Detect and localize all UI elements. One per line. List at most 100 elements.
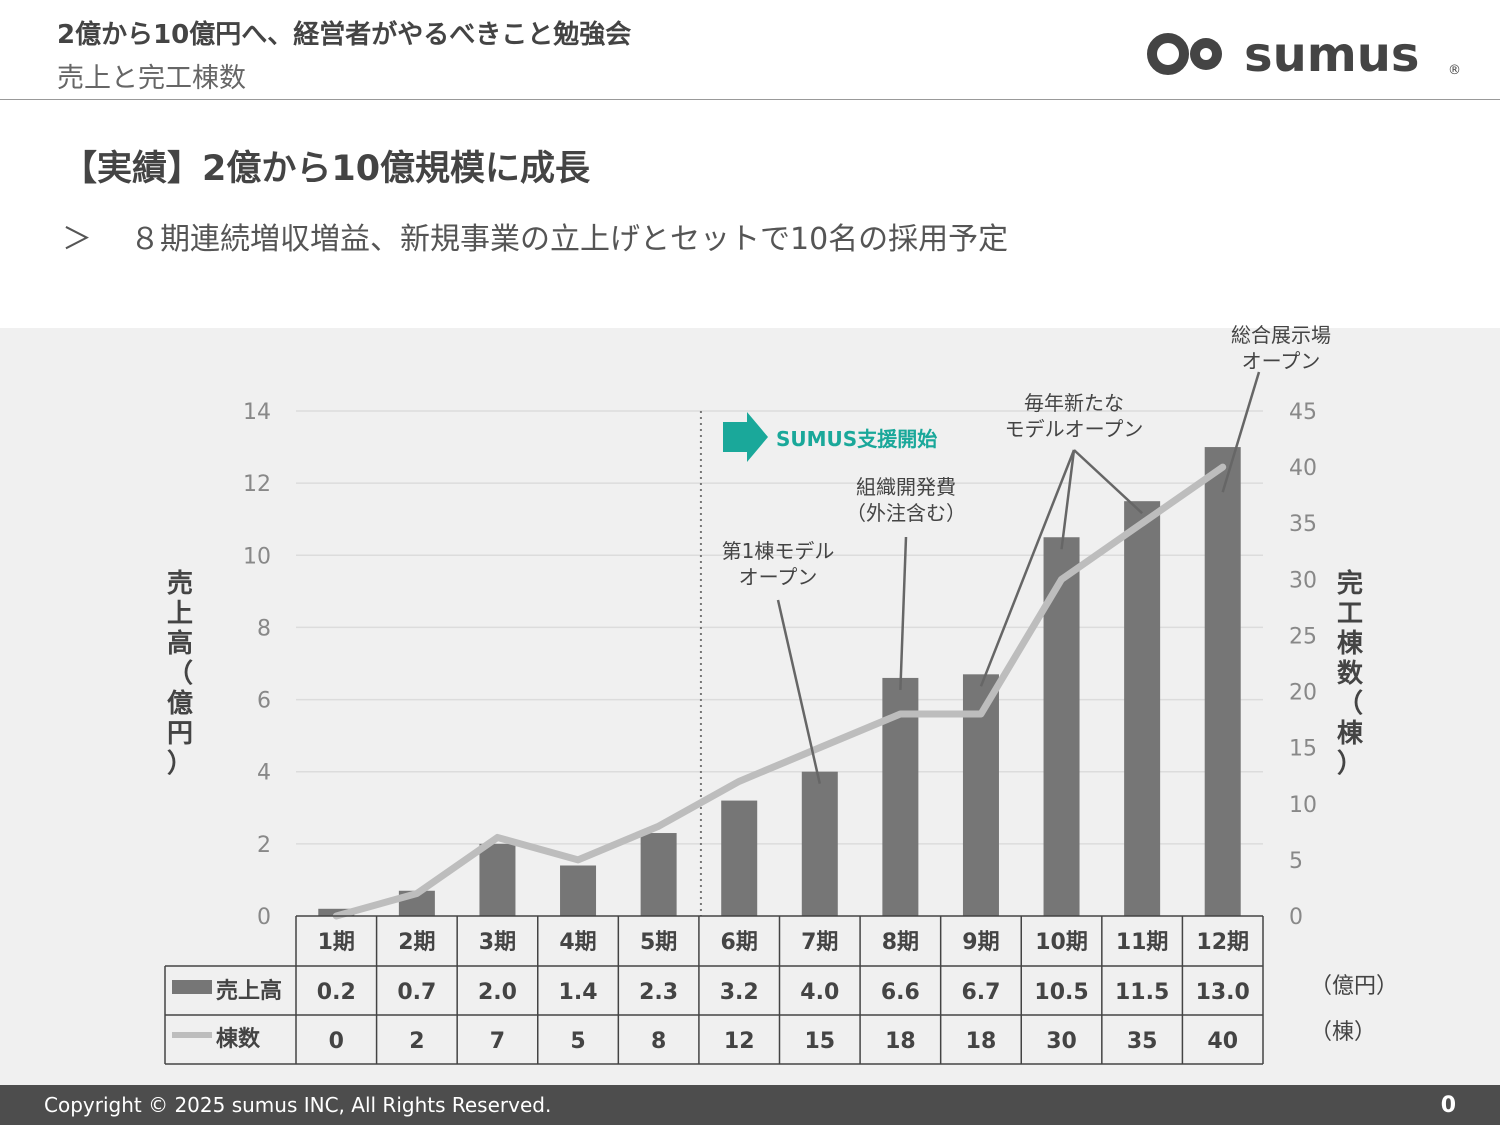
completion-value-label: 0: [329, 1029, 344, 1054]
bar-3期: [479, 843, 516, 916]
completion-value-label: 15: [804, 1029, 835, 1054]
bullet-line: ＞ ８期連続増収増益、新規事業の立上げとセットで10名の採用予定: [62, 214, 1008, 258]
footer-bar: Copyright © 2025 sumus INC, All Rights R…: [0, 1085, 1500, 1125]
line-point-11期: [1141, 522, 1144, 525]
line-series-completions: [332, 463, 1227, 920]
bar-7期: [801, 771, 838, 916]
sales-value-label: 4.0: [800, 980, 839, 1005]
left-axis-title: 円: [167, 719, 193, 749]
left-axis-tick-label: 0: [257, 905, 271, 930]
annotation-text: 第1棟モデル: [722, 539, 835, 563]
category-label: 4期: [559, 930, 596, 955]
line-point-7期: [818, 746, 821, 749]
annotation-leader-line: [776, 599, 822, 784]
bullet-text: ８期連続増収増益、新規事業の立上げとセットで10名の採用予定: [130, 222, 1009, 257]
sales-value-label: 1.4: [559, 980, 598, 1005]
left-axis-tick-label: 12: [243, 472, 271, 497]
left-axis-tick-label: 14: [243, 400, 271, 425]
category-label: 11期: [1116, 930, 1169, 955]
support-arrow-icon: [723, 412, 768, 462]
annotation-text: （外注含む）: [846, 501, 966, 525]
annotation-text: 総合展示場: [1231, 323, 1331, 347]
bar-12期: [1204, 447, 1241, 916]
left-axis-tick-label: 6: [257, 689, 271, 714]
category-label: 9期: [962, 930, 999, 955]
right-axis-tick-label: 15: [1289, 737, 1317, 762]
category-label: 2期: [398, 930, 435, 955]
completion-value-label: 40: [1207, 1029, 1238, 1054]
annotation-leader-line: [899, 536, 908, 690]
header-rule: [0, 99, 1500, 100]
bullet-mark: ＞: [62, 222, 92, 257]
right-axis-tick-label: 10: [1289, 793, 1317, 818]
bar-4期: [560, 865, 597, 916]
annotation-leader-line: [1221, 371, 1261, 493]
annotation-text: モデルオープン: [1005, 417, 1144, 441]
legend-swatch-completions: [172, 1032, 212, 1038]
sales-value-label: 2.0: [478, 980, 517, 1005]
annotation-text: オープン: [1242, 349, 1321, 373]
right-axis-tick-label: 30: [1289, 568, 1317, 593]
sales-value-label: 0.2: [317, 980, 356, 1005]
legend-swatch-sales: [172, 980, 212, 994]
left-axis-title: 売: [167, 569, 193, 599]
completion-value-label: 18: [885, 1029, 916, 1054]
bar-5期: [640, 833, 677, 916]
sales-value-label: 6.7: [961, 980, 1000, 1005]
line-point-4期: [577, 858, 580, 861]
completion-value-label: 2: [409, 1029, 424, 1054]
legend-label-sales: 売上高: [216, 978, 282, 1004]
left-axis-title: 上: [167, 599, 193, 629]
sales-value-label: 10.5: [1034, 980, 1088, 1005]
right-axis-title: （: [1337, 689, 1363, 719]
right-axis-tick-label: 45: [1289, 400, 1317, 425]
legend-label-completions: 棟数: [216, 1026, 261, 1052]
sumus-logo: sumus ®: [1147, 27, 1461, 82]
right-axis-title: 数: [1337, 659, 1364, 689]
completion-value-label: 18: [966, 1029, 997, 1054]
footer-page-number: 0: [1440, 1093, 1456, 1118]
right-axis-tick-label: 5: [1289, 849, 1303, 874]
logo-ring-left: [1147, 33, 1189, 75]
line-point-6期: [738, 780, 741, 783]
left-axis-title: ）: [167, 749, 193, 779]
right-axis-tick-label: 25: [1289, 624, 1317, 649]
completions-unit-label: （棟）: [1310, 1020, 1376, 1045]
logo-dot-right-hole: [1200, 48, 1212, 60]
left-axis-tick-label: 2: [257, 833, 271, 858]
line-point-3期: [496, 836, 499, 839]
completion-value-label: 5: [570, 1029, 585, 1054]
line-point-9期: [979, 713, 982, 715]
left-axis-title: 高: [167, 628, 193, 659]
header-title: 2億から10億円へ、経営者がやるべきこと勉強会: [57, 20, 632, 50]
sales-value-label: 2.3: [639, 980, 678, 1005]
category-label: 5期: [640, 930, 677, 955]
left-axis-tick-label: 8: [257, 616, 271, 641]
header-subtitle: 売上と完工棟数: [57, 63, 246, 94]
left-axis-tick-label: 4: [257, 761, 271, 786]
line-point-12期: [1221, 466, 1224, 469]
line-point-2期: [415, 892, 418, 895]
category-label: 3期: [479, 930, 516, 955]
right-axis-tick-label: 0: [1289, 905, 1303, 930]
sales-unit-label: （億円）: [1310, 974, 1398, 999]
right-axis-title: 完: [1337, 568, 1363, 599]
category-label: 12期: [1196, 930, 1249, 955]
sales-value-label: 6.6: [881, 980, 920, 1005]
annotation-leader-line: [1060, 449, 1076, 550]
left-axis-title: 億: [167, 689, 193, 719]
logo-registered-mark: ®: [1448, 63, 1461, 78]
bar-11期: [1124, 501, 1161, 916]
right-axis-title: 棟: [1337, 719, 1364, 749]
annotation-text: 毎年新たな: [1024, 391, 1124, 415]
right-axis-tick-label: 40: [1289, 456, 1317, 481]
bar-6期: [721, 800, 758, 916]
annotation-leader-line: [1073, 449, 1143, 515]
page-heading: 【実績】2億から10億規模に成長: [62, 149, 591, 189]
category-label: 8期: [882, 930, 919, 955]
completion-value-label: 7: [490, 1029, 505, 1054]
footer-copyright: Copyright © 2025 sumus INC, All Rights R…: [44, 1093, 552, 1117]
category-label: 10期: [1035, 930, 1088, 955]
completion-value-label: 30: [1046, 1029, 1077, 1054]
